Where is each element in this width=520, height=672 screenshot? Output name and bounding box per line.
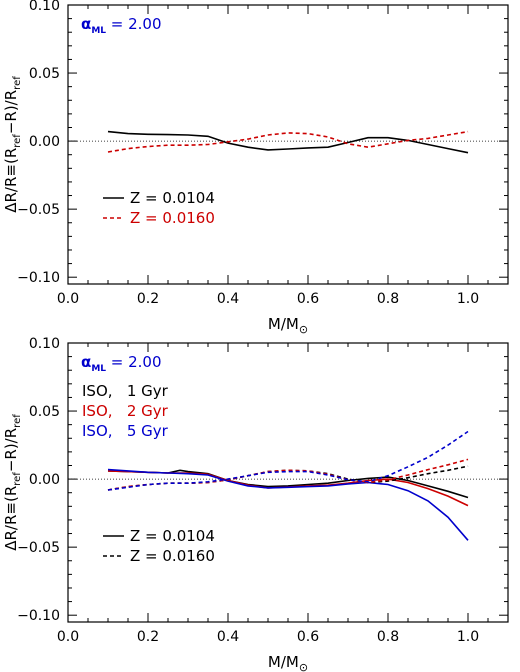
x-tick-label: 0.6 [297,291,319,307]
y-tick-label: −0.05 [17,540,60,556]
chart-panel-1: 0.0 0.2 0.4 0.6 0.8 1.0 −0.10 −0.05 0.00 0.05 0.10… [2,0,509,336]
x-axis-title: M/M⊙ [268,315,308,336]
y-tick-label: 0.00 [29,472,60,488]
y-tick-label: 0.00 [29,134,60,150]
x-tick-label: 0.8 [377,629,399,645]
series-line-6 [107,430,469,491]
x-tick-label: 1.0 [457,629,479,645]
y-tick-label: −0.10 [17,270,60,286]
x-axis-title: M/M⊙ [268,653,308,672]
y-tick-label: −0.10 [17,608,60,624]
legend-style-label: Z = 0.0104 [130,527,215,545]
x-tick-label: 0.2 [137,291,159,307]
legend-group-label: ISO, 1 Gyr [82,382,169,400]
chart-panel-2: 0.0 0.2 0.4 0.6 0.8 1.0 −0.10 −0.05 0.00 0.05 0.10… [2,336,509,672]
x-tick-label: 0.4 [217,629,239,645]
series-line-3 [107,468,469,541]
y-tick-label: 0.05 [29,66,60,82]
x-tick-label: 1.0 [457,291,479,307]
x-tick-label: 0.8 [377,291,399,307]
legend-group-label: ISO, 5 Gyr [82,422,169,440]
legend-style-label: Z = 0.0104 [130,189,215,207]
legend-style-label: Z = 0.0160 [130,547,215,565]
alpha-ml-annotation: αML = 2.00 [81,15,162,36]
x-tick-label: 0.2 [137,629,159,645]
series-line-1 [107,130,469,154]
series-line-4 [107,465,469,491]
legend-group-label: ISO, 2 Gyr [82,402,169,420]
y-tick-label: 0.10 [29,336,60,352]
y-tick-label: 0.10 [29,0,60,14]
y-tick-label: −0.05 [17,202,60,218]
alpha-ml-annotation: αML = 2.00 [81,353,162,374]
y-axis-title: ΔR/R≡(Rref−R)/Rref [2,76,23,213]
y-tick-label: 0.05 [29,404,60,420]
x-tick-label: 0.0 [57,291,79,307]
x-tick-label: 0.4 [217,291,239,307]
x-tick-label: 0.6 [297,629,319,645]
y-axis-title: ΔR/R≡(Rref−R)/Rref [2,414,23,551]
series-line-2 [107,130,469,153]
plot-frame [67,4,509,285]
series-line-5 [107,458,469,491]
legend-style-label: Z = 0.0160 [130,209,215,227]
x-tick-label: 0.0 [57,629,79,645]
